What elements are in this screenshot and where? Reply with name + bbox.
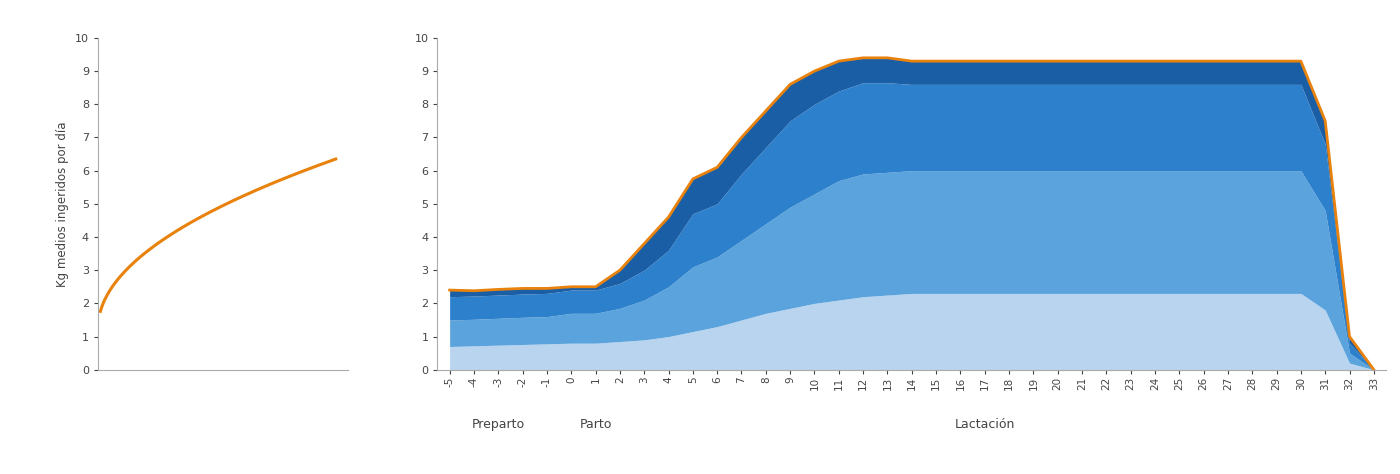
Text: Parto: Parto (580, 418, 612, 431)
Y-axis label: Kg medios ingeridos por día: Kg medios ingeridos por día (56, 121, 70, 287)
Text: Preparto: Preparto (472, 418, 525, 431)
Text: Lactación: Lactación (955, 418, 1015, 431)
